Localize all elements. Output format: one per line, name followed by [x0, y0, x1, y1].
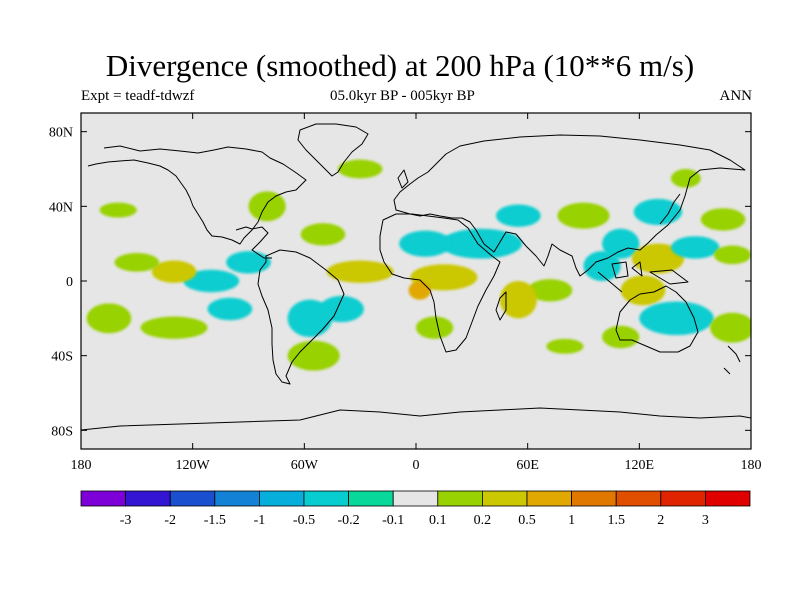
- colorbar-swatch: [258, 490, 305, 507]
- divergence-region: [631, 243, 684, 274]
- divergence-region: [287, 340, 340, 371]
- divergence-region: [700, 208, 746, 231]
- colorbar-label: -0.1: [382, 513, 404, 528]
- coastline-eurasia: [393, 134, 746, 277]
- coastline-uk: [397, 169, 409, 189]
- coastline-antarctica: [81, 407, 751, 431]
- divergence-region: [710, 312, 751, 343]
- plot-title: Divergence (smoothed) at 200 hPa (10**6 …: [105, 48, 695, 83]
- coastline-gulf: [235, 226, 272, 259]
- y-tick-label: 80S: [51, 424, 73, 439]
- divergence-region: [300, 223, 346, 246]
- coastline-north-america: [87, 145, 307, 245]
- colorbar-swatch: [169, 490, 216, 507]
- divergence-region: [670, 169, 701, 188]
- divergence-region: [326, 260, 394, 283]
- divergence-region: [99, 202, 137, 218]
- divergence-region: [639, 301, 714, 336]
- coastline-madagascar: [495, 291, 507, 321]
- y-tick-label: 0: [66, 275, 73, 290]
- divergence-region: [183, 269, 240, 293]
- divergence-region: [416, 316, 454, 339]
- divergence-region: [86, 303, 132, 334]
- x-tick-label: 0: [413, 458, 420, 473]
- y-tick-label: 40S: [51, 350, 73, 365]
- colorbar-label: 2: [657, 513, 664, 528]
- divergence-region: [557, 202, 610, 229]
- coastline-new-zealand: [723, 345, 741, 375]
- divergence-region: [546, 338, 584, 354]
- divergence-region: [226, 251, 271, 274]
- divergence-region: [151, 260, 197, 283]
- colorbar-swatch: [660, 490, 706, 507]
- colorbar-label: 0.5: [518, 513, 536, 528]
- colorbar-swatch: [392, 490, 439, 507]
- colorbar-label: -3: [120, 513, 132, 528]
- x-tick-label: 60E: [516, 458, 539, 473]
- colorbar-label: 3: [702, 513, 709, 528]
- x-tick-label: 180: [71, 458, 92, 473]
- colorbar-label: 1.5: [607, 513, 625, 528]
- divergence-region: [713, 245, 751, 265]
- colorbar-label: 1: [568, 513, 575, 528]
- divergence-region: [527, 279, 573, 302]
- period-label: 05.0kyr BP - 005kyr BP: [330, 88, 475, 104]
- colorbar-swatch: [125, 490, 171, 507]
- colorbar-swatch: [437, 490, 483, 507]
- coastline-indonesia: [597, 261, 689, 293]
- colorbar-swatch: [303, 490, 349, 507]
- divergence-region: [287, 299, 333, 338]
- colorbar-swatch: [80, 490, 126, 507]
- colorbar-swatch: [214, 490, 260, 507]
- x-tick-label: 120E: [625, 458, 655, 473]
- divergence-region: [620, 275, 666, 306]
- season-label: ANN: [719, 88, 753, 104]
- divergence-region: [440, 228, 523, 259]
- divergence-region: [337, 159, 383, 179]
- divergence-region: [248, 191, 286, 222]
- colorbar-swatch: [526, 490, 572, 507]
- divergence-region: [583, 251, 621, 281]
- colorbar-swatch: [705, 490, 751, 507]
- colorbar-label: -1: [254, 513, 266, 528]
- divergence-region: [633, 198, 683, 225]
- y-tick-label: 80N: [49, 126, 73, 141]
- colorbar-swatch: [348, 490, 394, 507]
- colorbar-swatch: [615, 490, 662, 507]
- y-tick-label: 40N: [49, 200, 73, 215]
- divergence-region: [496, 204, 541, 227]
- divergence-region: [602, 228, 640, 259]
- coastline-japan: [659, 193, 681, 225]
- coastline-greenland: [297, 123, 369, 177]
- colorbar-label: -0.5: [293, 513, 315, 528]
- divergence-region: [114, 253, 160, 272]
- divergence-region: [670, 236, 720, 259]
- colorbar-swatch: [481, 490, 528, 507]
- coastline-south-america: [257, 249, 345, 385]
- coastline-africa: [379, 213, 501, 353]
- divergence-region: [399, 230, 452, 257]
- x-tick-label: 120W: [176, 458, 211, 473]
- colorbar-label: 0.1: [429, 513, 447, 528]
- experiment-label: Expt = teadf-tdwzf: [81, 88, 195, 104]
- colorbar-label: 0.2: [474, 513, 492, 528]
- coastline-australia: [615, 285, 699, 353]
- divergence-region: [602, 325, 640, 349]
- colorbar-swatch: [571, 490, 617, 507]
- divergence-region: [499, 281, 537, 319]
- divergence-region: [408, 281, 431, 300]
- colorbar-label: -2: [164, 513, 176, 528]
- x-tick-label: 60W: [291, 458, 319, 473]
- x-tick-label: 180: [741, 458, 762, 473]
- divergence-region: [140, 316, 208, 339]
- divergence-region: [207, 297, 253, 321]
- colorbar-label: -0.2: [338, 513, 360, 528]
- colorbar-label: -1.5: [204, 513, 226, 528]
